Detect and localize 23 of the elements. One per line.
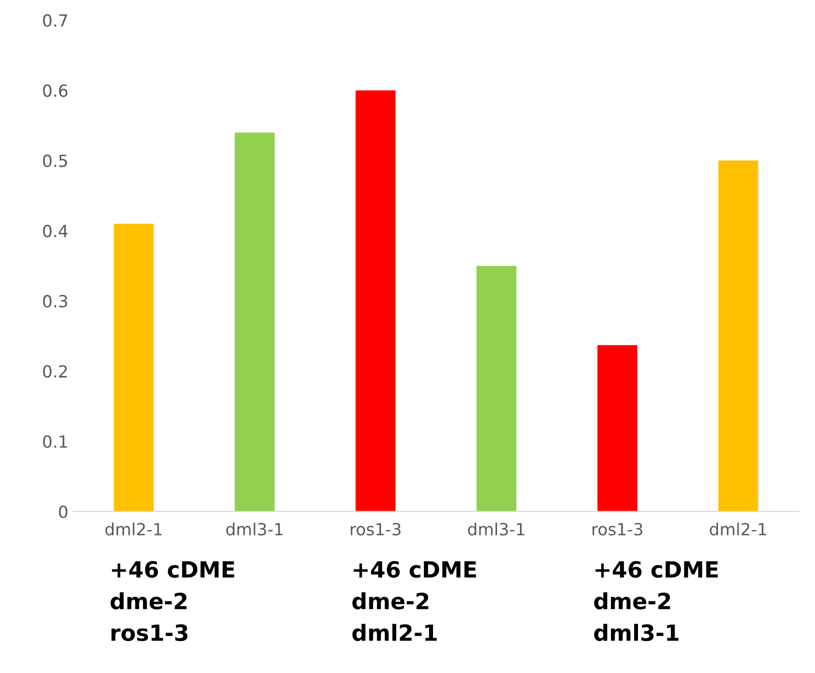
bar [718, 160, 758, 512]
y-tick-label: 0.2 [43, 365, 67, 378]
text: +46 cDME dme-2 ros1-3 [110, 561, 234, 642]
y-tick-label: 0.4 [43, 224, 68, 238]
x-tick-label: dml3-1 [468, 522, 524, 536]
x-tick-label: dml2-1 [105, 522, 162, 536]
bar [597, 345, 638, 512]
y-tick-label: 0.5 [43, 154, 68, 168]
text: +46 cDME dme-2 dml3-1 [594, 561, 718, 642]
x-tick-label: dml3-1 [226, 522, 282, 536]
y-tick-label: 0 [58, 505, 68, 518]
x-tick-label: ros1-3 [592, 522, 642, 536]
y-tick-label: 0.6 [43, 84, 68, 97]
bar [114, 224, 154, 512]
x-tick-label: dml2-1 [710, 522, 766, 536]
text: +46 cDME dme-2 dml2-1 [352, 561, 476, 642]
bar [476, 266, 516, 512]
bar [234, 132, 275, 512]
x-tick-label: ros1-3 [350, 522, 401, 536]
bar [356, 90, 396, 512]
y-tick-label: 0.1 [43, 435, 67, 448]
y-tick-label: 0.3 [43, 294, 68, 308]
y-tick-label: 0.7 [43, 14, 68, 27]
